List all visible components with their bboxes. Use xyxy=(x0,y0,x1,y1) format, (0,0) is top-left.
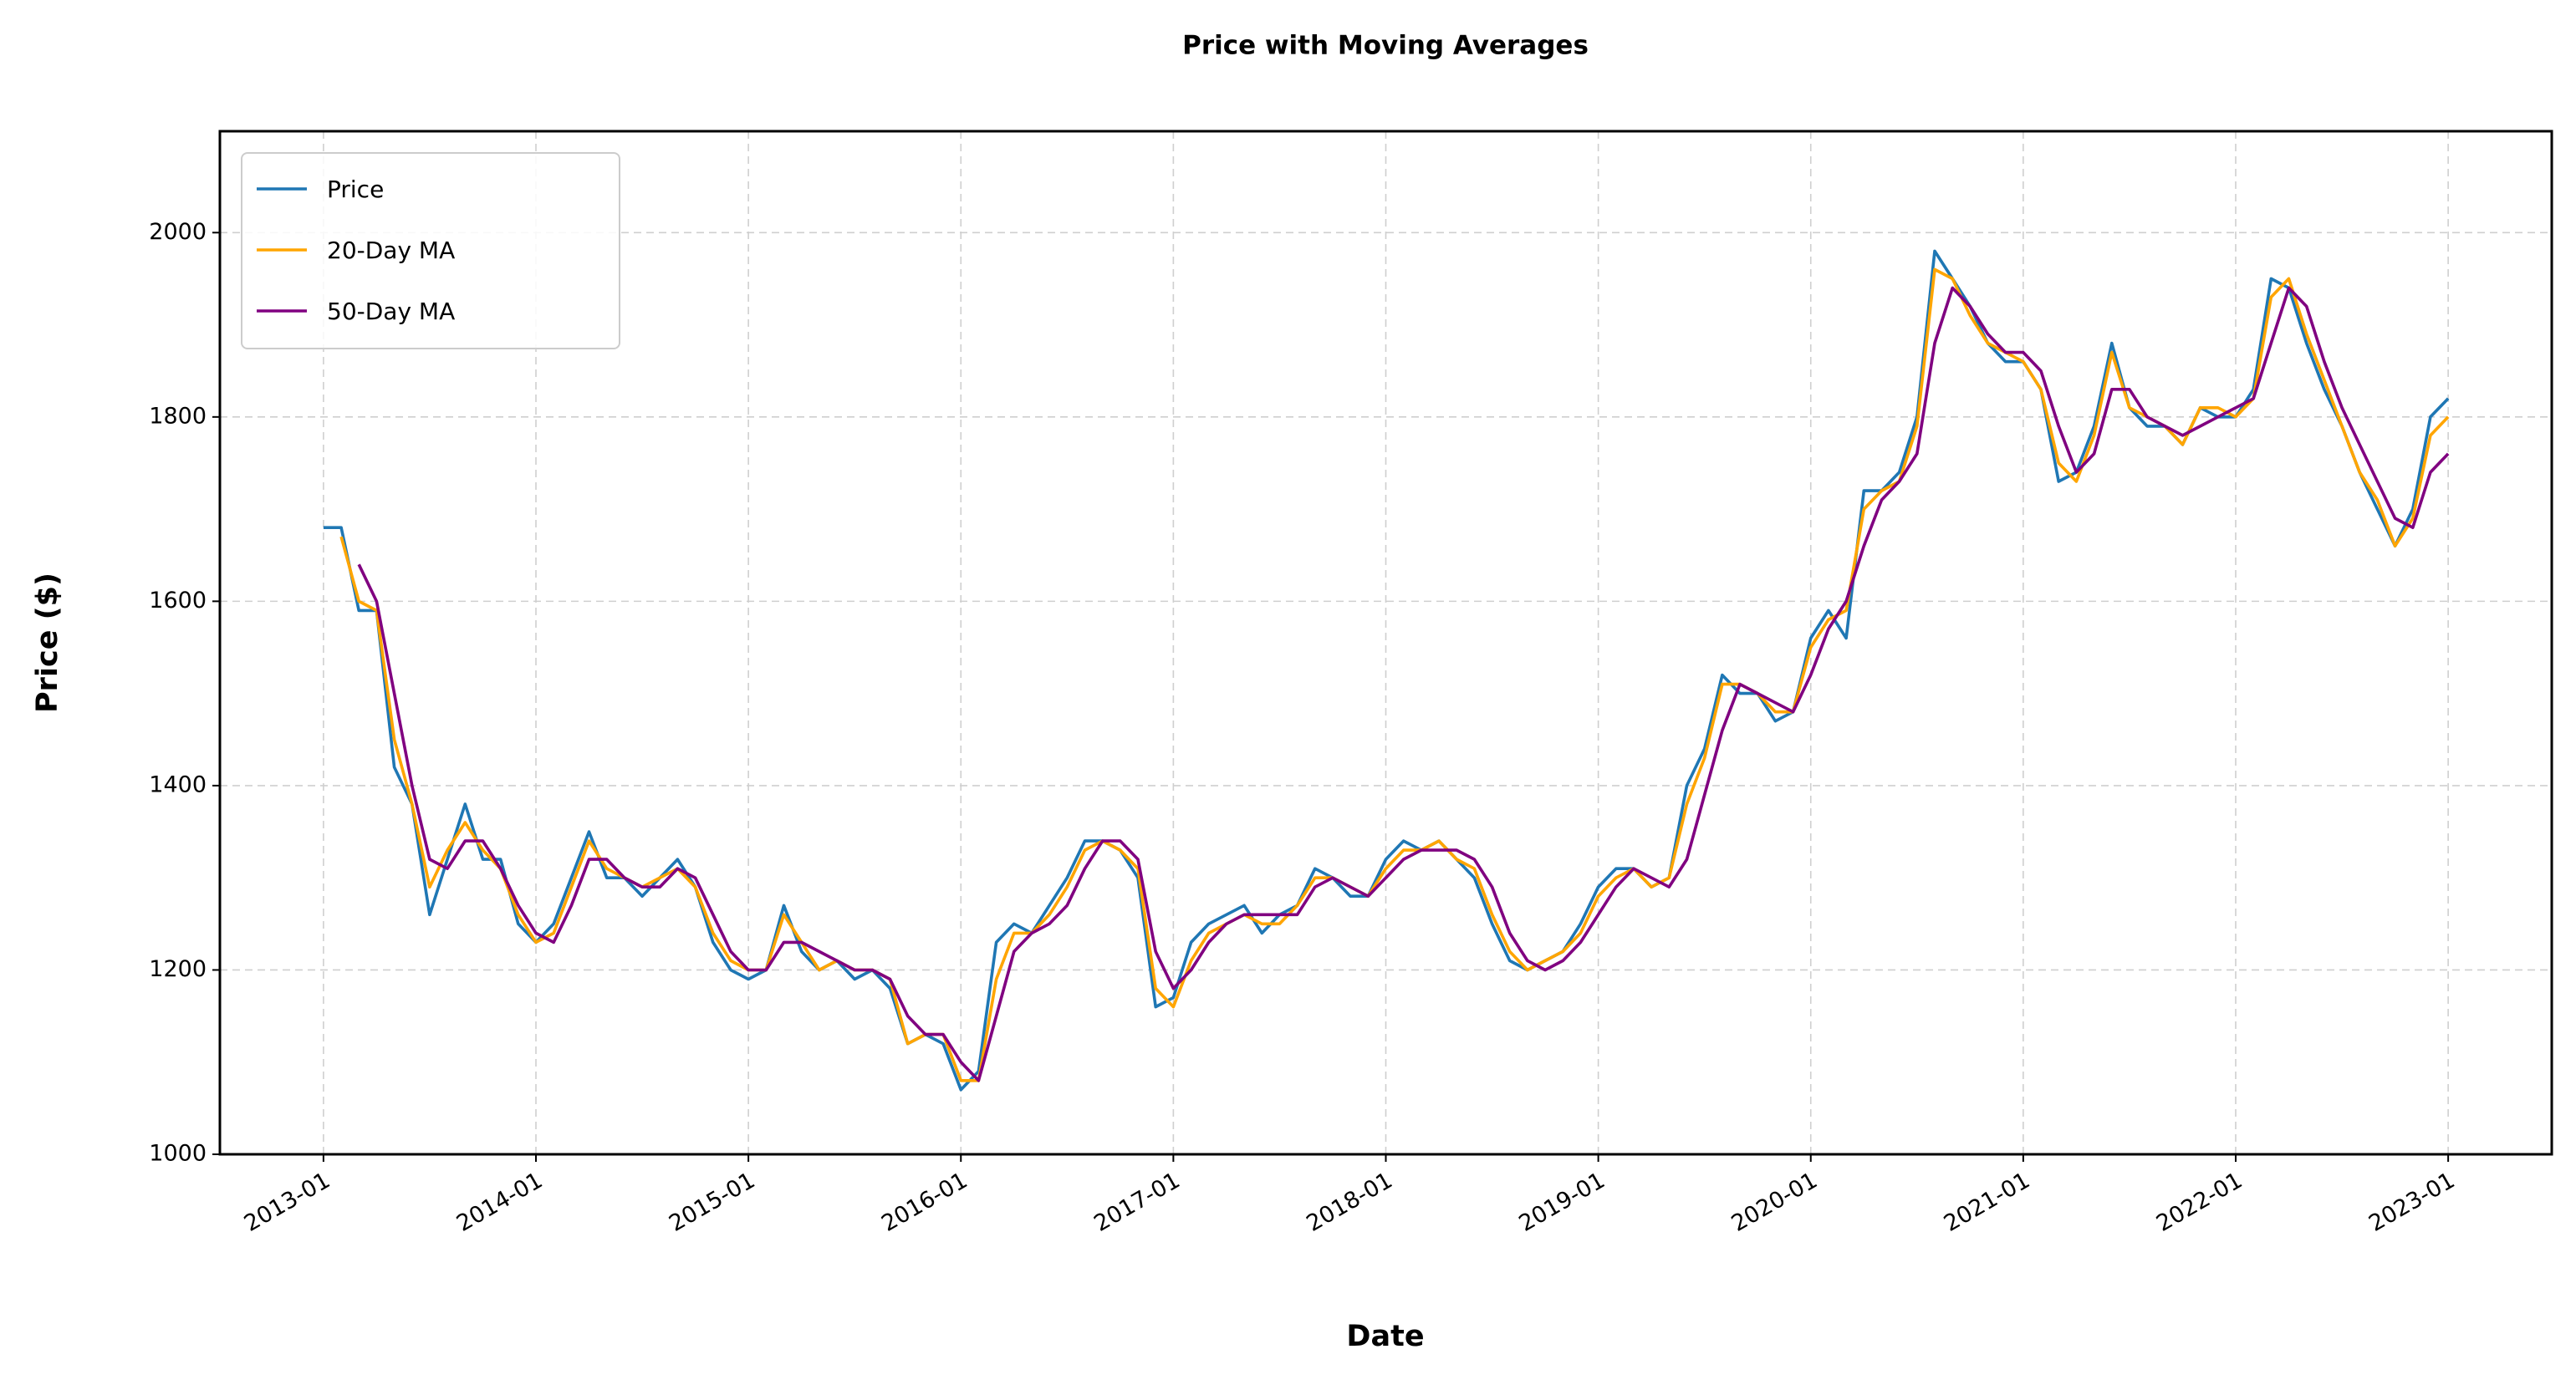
y-tick-label: 1200 xyxy=(149,956,207,982)
y-tick-label: 1600 xyxy=(149,588,207,614)
y-tick-label: 1000 xyxy=(149,1141,207,1167)
y-axis-label: Price ($) xyxy=(31,573,64,713)
legend-label: Price xyxy=(327,176,384,203)
line-series xyxy=(339,267,2450,1082)
y-tick-label: 1800 xyxy=(149,403,207,429)
plot-frame xyxy=(218,130,2553,1156)
chart-title: Price with Moving Averages xyxy=(1182,31,1589,61)
grid xyxy=(220,131,2552,1155)
x-tick-label: 2015-01 xyxy=(665,1168,759,1237)
x-tick-label: 2022-01 xyxy=(2152,1168,2247,1237)
x-tick-label: 2021-01 xyxy=(1940,1168,2034,1237)
y-tick-label: 2000 xyxy=(149,219,207,245)
x-tick-label: 2014-01 xyxy=(452,1168,547,1237)
x-tick-label: 2016-01 xyxy=(877,1168,972,1237)
y-tick-label: 1400 xyxy=(149,771,207,797)
x-tick-label: 2020-01 xyxy=(1727,1168,1822,1237)
x-tick-label: 2013-01 xyxy=(240,1168,334,1237)
x-tick-label: 2018-01 xyxy=(1303,1168,1397,1237)
x-tick-label: 2023-01 xyxy=(2364,1168,2459,1237)
legend-label: 50-Day MA xyxy=(327,298,455,325)
legend-label: 20-Day MA xyxy=(327,237,455,264)
x-axis-label: Date xyxy=(1346,1320,1424,1353)
x-tick-label: 2019-01 xyxy=(1515,1168,1609,1237)
legend-box xyxy=(241,152,620,349)
line-series xyxy=(357,286,2450,1082)
line-series xyxy=(323,249,2450,1092)
x-tick-label: 2017-01 xyxy=(1089,1168,1184,1237)
